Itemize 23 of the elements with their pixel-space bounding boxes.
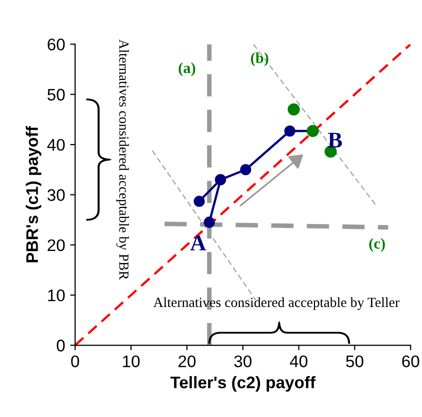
x-tick-label: 60 [402, 355, 420, 368]
annotation: (b) [250, 52, 268, 66]
x-tick-label: 30 [234, 355, 252, 368]
y-tick-label: 0 [56, 340, 65, 352]
x-tick-label: 40 [290, 355, 308, 368]
x-tick-label: 0 [71, 355, 80, 368]
y-tick-label: 40 [47, 138, 65, 151]
annotation: B [328, 132, 342, 148]
annotation: (a) [178, 62, 196, 76]
annotation: Alternatives considered acceptable by Teller [153, 297, 400, 310]
x-tick-label: 10 [123, 355, 140, 368]
x-axis-title: Teller's (c2) payoff [170, 376, 316, 392]
y-tick-label: 60 [48, 38, 65, 50]
annotation: Alternatives considered acceptable by PBR [116, 39, 129, 280]
y-tick-label: 30 [47, 189, 65, 201]
y-tick-label: 50 [48, 88, 65, 101]
y-tick-label: 10 [48, 290, 65, 302]
annotation: (c) [369, 238, 385, 252]
x-tick-label: 50 [346, 355, 364, 368]
y-axis-title: PBR's (c1) payoff [26, 126, 42, 262]
annotation: A [190, 236, 206, 250]
x-tick-label: 20 [178, 355, 196, 368]
y-tick-label: 20 [48, 239, 65, 252]
